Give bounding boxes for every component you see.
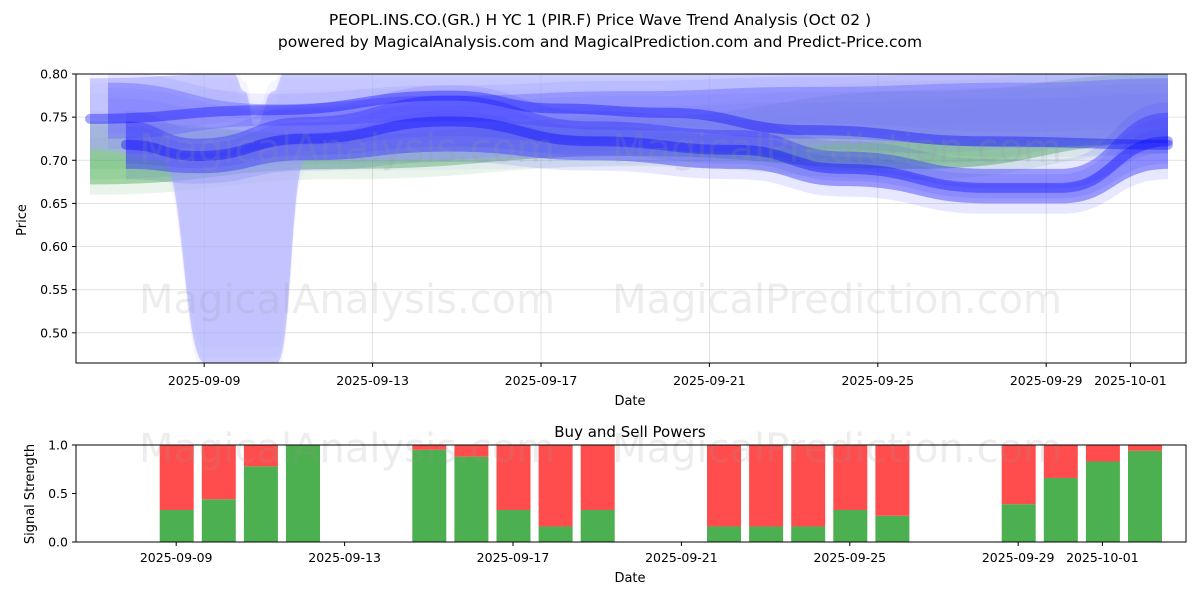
price-panel: MagicalAnalysis.com MagicalPrediction.com…: [15, 67, 1187, 409]
price-plot-frame: [75, 73, 1187, 364]
top-trend-line: [85, 90, 1173, 150]
buy-bar: [791, 526, 826, 542]
signal-title: Buy and Sell Powers: [554, 423, 706, 441]
chart-title: PEOPL.INS.CO.(GR.) H YC 1 (PIR.F) Price …: [329, 11, 871, 29]
sell-bar: [833, 445, 868, 510]
watermark-analysis: MagicalAnalysis.com: [139, 277, 555, 323]
signal-x-tick-label: 2025-09-29: [982, 550, 1055, 565]
buy-bar: [243, 466, 278, 542]
sell-bar: [1001, 445, 1036, 505]
price-y-ticks: 0.50 0.55 0.60 0.65 0.70 0.75 0.80: [40, 67, 76, 340]
upper-blue-band-layer: [108, 83, 1168, 143]
main-trend-band-layer: [125, 85, 1168, 214]
watermark-prediction: MagicalPrediction.com: [612, 426, 1062, 472]
sell-bar: [159, 445, 194, 510]
signal-x-tick-label: 2025-09-25: [813, 550, 886, 565]
price-bands: [85, 74, 1173, 363]
signal-x-tick-label: 2025-10-01: [1066, 550, 1139, 565]
sell-bar: [496, 445, 531, 510]
main-trend-band-layer: [125, 100, 1168, 199]
sell-bar: [201, 445, 236, 500]
watermark-prediction: MagicalPrediction.com: [612, 126, 1062, 172]
sell-bar: [454, 445, 489, 457]
signal-bars: [159, 445, 1162, 542]
price-x-tick-label: 2025-09-29: [1010, 373, 1083, 388]
signal-x-tick-label: 2025-09-21: [645, 550, 718, 565]
sell-bar: [791, 445, 826, 527]
sell-bar: [1128, 445, 1162, 451]
signal-x-tick-label: 2025-09-17: [477, 550, 550, 565]
sell-bar: [243, 445, 278, 467]
price-y-tick-label: 0.75: [40, 110, 68, 125]
price-y-tick-label: 0.65: [40, 196, 68, 211]
buy-bar: [1085, 461, 1120, 542]
sell-bar: [1043, 445, 1078, 478]
signal-x-axis-title: Date: [614, 571, 645, 586]
price-y-axis-title: Price: [15, 204, 30, 236]
sell-bar: [580, 445, 615, 510]
signal-y-tick-label: 0.0: [48, 535, 68, 550]
buy-bar: [749, 526, 784, 542]
signal-x-ticks: 2025-09-09 2025-09-13 2025-09-17 2025-09-21…: [140, 542, 1139, 565]
price-y-tick-label: 0.50: [40, 325, 68, 340]
signal-y-axis-title: Signal Strength: [23, 444, 38, 544]
center-line: [120, 116, 1173, 193]
wide-light-blue-band-layer: [90, 74, 1168, 363]
price-x-tick-label: 2025-09-17: [505, 373, 578, 388]
price-x-tick-label: 2025-09-13: [336, 373, 409, 388]
watermark-analysis: MagicalAnalysis.com: [139, 426, 555, 472]
buy-bar: [1128, 450, 1162, 542]
signal-y-tick-label: 1.0: [48, 438, 68, 453]
buy-bar: [496, 509, 531, 542]
buy-bar: [1001, 504, 1036, 542]
chart-subtitle: powered by MagicalAnalysis.com and Magic…: [278, 33, 922, 51]
sell-bar: [875, 445, 910, 516]
buy-bar: [538, 526, 573, 542]
price-x-tick-label: 2025-09-09: [168, 373, 241, 388]
buy-bar: [707, 526, 741, 542]
buy-bar: [159, 509, 194, 542]
buy-bar: [454, 456, 489, 542]
price-y-tick-label: 0.80: [40, 67, 68, 82]
price-y-tick-label: 0.60: [40, 239, 68, 254]
price-watermarks: MagicalAnalysis.com MagicalPrediction.com…: [139, 126, 1062, 323]
price-y-tick-label: 0.55: [40, 282, 68, 297]
wide-light-blue-band: [90, 74, 1168, 363]
buy-bar: [1043, 477, 1078, 542]
signal-y-ticks: 0.0 0.5 1.0: [48, 438, 76, 550]
signal-panel: Buy and Sell Powers MagicalAnalysis.com M…: [23, 423, 1187, 586]
upper-blue-band-layer: [108, 93, 1168, 132]
signal-x-tick-label: 2025-09-13: [308, 550, 381, 565]
upper-blue-band: [108, 78, 1168, 148]
sell-bar: [707, 445, 741, 527]
buy-bar: [580, 509, 615, 542]
buy-bar: [201, 499, 236, 542]
buy-bar: [833, 509, 868, 542]
sell-bar: [412, 445, 447, 450]
signal-y-tick-label: 0.5: [48, 486, 68, 501]
price-x-tick-label: 2025-09-21: [673, 373, 746, 388]
upper-blue-band-layer: [108, 74, 1168, 158]
buy-bar: [286, 445, 320, 542]
signal-watermarks: MagicalAnalysis.com MagicalPrediction.com: [139, 426, 1062, 472]
price-x-axis-title: Date: [614, 394, 645, 409]
buy-bar: [875, 515, 910, 542]
wide-light-blue-band-layer: [90, 89, 1168, 348]
price-x-tick-label: 2025-09-25: [841, 373, 914, 388]
wide-light-blue-band-layer: [90, 79, 1168, 358]
buy-bar: [412, 449, 447, 542]
price-y-tick-label: 0.70: [40, 153, 68, 168]
sell-bar: [538, 445, 573, 527]
watermark-prediction: MagicalPrediction.com: [612, 277, 1062, 323]
sell-bar: [749, 445, 784, 527]
main-trend-band: [125, 95, 1168, 204]
price-x-ticks: 2025-09-09 2025-09-13 2025-09-17 2025-09-21…: [168, 363, 1167, 388]
watermark-analysis: MagicalAnalysis.com: [139, 126, 555, 172]
sell-bar: [1085, 445, 1120, 462]
price-x-tick-label: 2025-10-01: [1094, 373, 1167, 388]
signal-x-tick-label: 2025-09-09: [140, 550, 213, 565]
main-trend-band-layer: [125, 111, 1168, 188]
